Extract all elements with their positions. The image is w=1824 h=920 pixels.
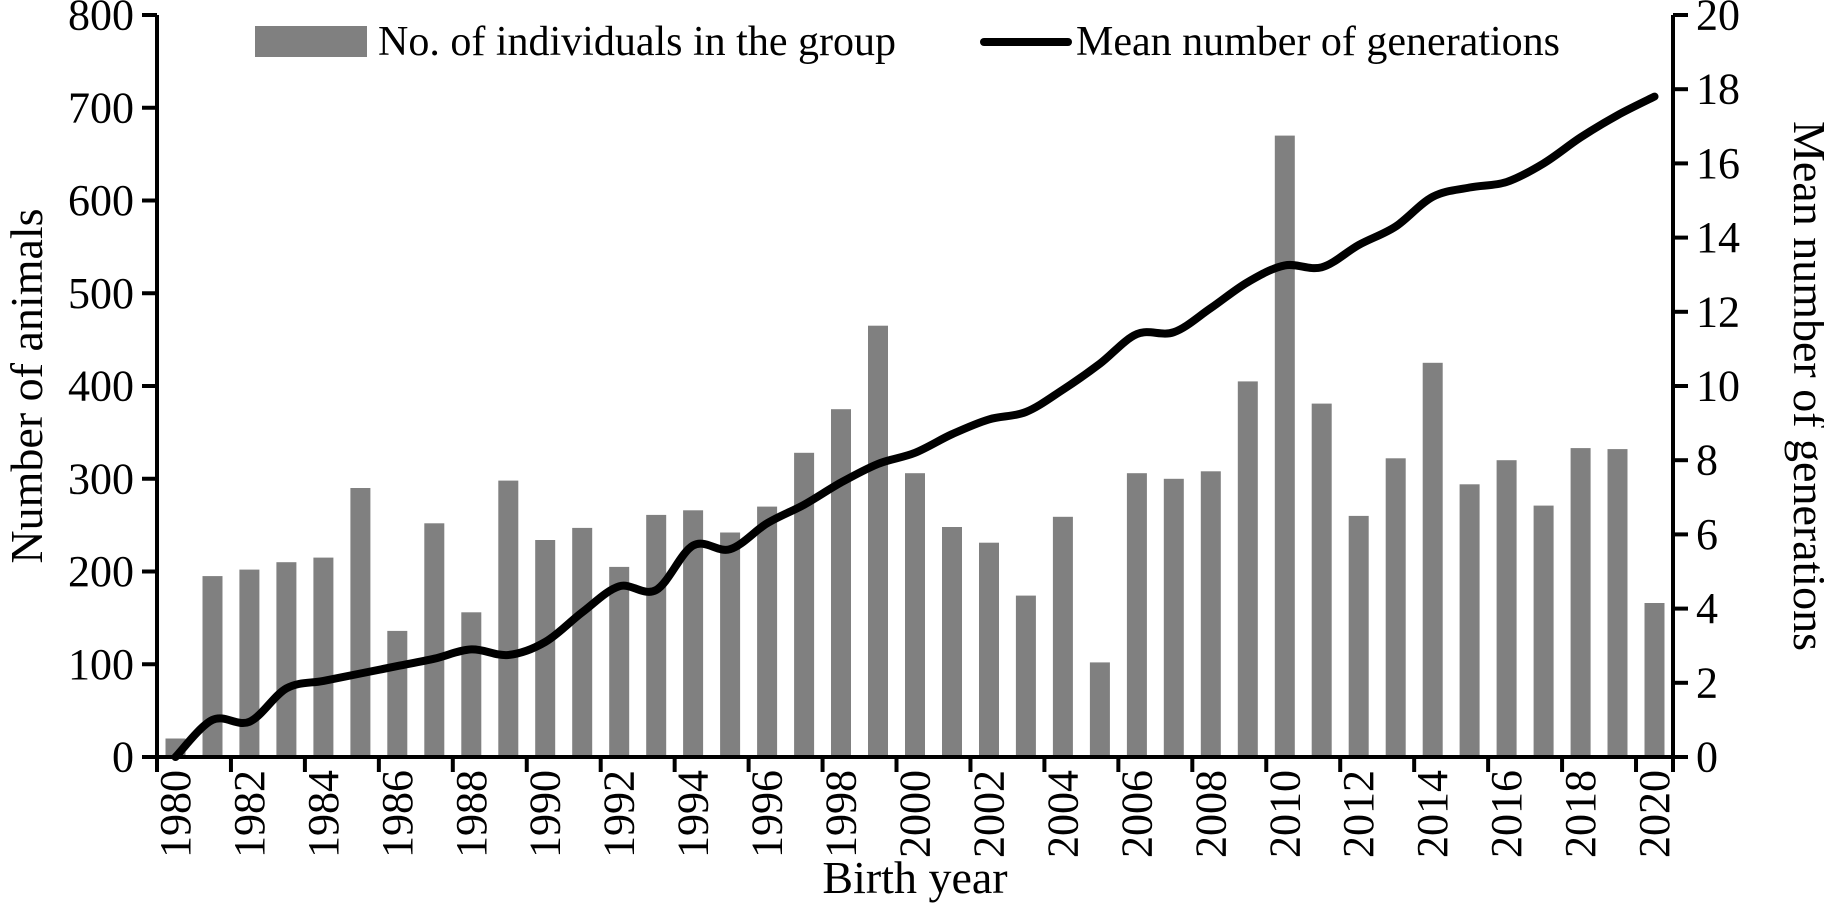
bar-2007: [1163, 478, 1184, 758]
bar-2018: [1570, 448, 1591, 757]
line-series: [171, 92, 1659, 761]
bar-1997: [794, 452, 815, 757]
x-tick-label: 2000: [891, 770, 940, 858]
x-axis: 1980 1982 1984 1986 1988 1990 1992 1994 1996 1998…: [151, 757, 1679, 858]
bar-1985: [350, 488, 371, 757]
bar-1986: [387, 630, 408, 757]
bar-2005: [1089, 662, 1110, 757]
bar-2014: [1422, 362, 1443, 757]
legend-bar-swatch: [255, 26, 367, 57]
left-axis-tick-label: 300: [68, 454, 134, 503]
left-axis-tick-label: 700: [68, 83, 134, 132]
right-axis-tick-label: 2: [1696, 658, 1718, 707]
left-axis: 0 100 200 300 400 500 600 700 800: [68, 0, 157, 782]
bar-1998: [831, 409, 851, 757]
right-axis: 0 2 4 6 8 10 12 14 16 18 20: [1673, 0, 1740, 782]
x-tick-label: 1982: [225, 770, 274, 858]
legend-line-label: Mean number of generations: [1076, 19, 1560, 65]
bar-2011: [1311, 403, 1332, 757]
right-axis-tick-label: 14: [1696, 213, 1740, 262]
bar-2009: [1237, 381, 1258, 757]
left-axis-tick-label: 800: [68, 0, 134, 40]
bar-1994: [683, 510, 704, 757]
left-axis-title: Number of animals: [1, 208, 52, 563]
bar-2001: [942, 527, 962, 757]
bar-1993: [646, 514, 667, 757]
bar-1988: [461, 612, 482, 757]
bar-2015: [1459, 484, 1480, 757]
bar-1990: [535, 540, 556, 757]
x-tick-label: 1994: [669, 770, 718, 858]
left-axis-tick-label: 500: [68, 269, 134, 318]
right-axis-title: Mean number of generations: [1784, 121, 1824, 651]
bar-1996: [757, 506, 778, 757]
left-axis-tick-label: 400: [68, 362, 134, 411]
bar-1995: [720, 532, 741, 757]
bar-2012: [1348, 515, 1369, 757]
x-tick-label: 2020: [1630, 770, 1679, 858]
bar-1991: [572, 527, 593, 757]
bar-2004: [1052, 516, 1073, 757]
x-tick-label: 1996: [743, 770, 792, 858]
bar-1981: [202, 576, 223, 757]
x-tick-label: 2002: [965, 770, 1014, 858]
legend: No. of individuals in the group Mean numb…: [255, 19, 1560, 65]
right-axis-tick-label: 6: [1696, 510, 1718, 559]
right-axis-tick-label: 18: [1696, 65, 1740, 114]
x-tick-label: 1988: [447, 770, 496, 858]
bar-2013: [1385, 458, 1406, 757]
x-axis-title: Birth year: [822, 852, 1007, 903]
right-axis-tick-label: 20: [1696, 0, 1740, 40]
bar-1982: [239, 569, 260, 757]
bar-2019: [1607, 449, 1628, 757]
x-tick-label: 1990: [521, 770, 570, 858]
left-axis-tick-label: 0: [112, 733, 134, 782]
bar-2017: [1533, 505, 1554, 757]
bar-1999: [868, 325, 888, 757]
x-tick-label: 2010: [1260, 770, 1309, 858]
right-axis-tick-label: 16: [1696, 139, 1740, 188]
left-axis-tick-label: 200: [68, 547, 134, 596]
bar-1987: [424, 523, 445, 757]
right-axis-tick-label: 8: [1696, 436, 1718, 485]
bar-2020: [1644, 603, 1665, 757]
right-axis-tick-label: 10: [1696, 362, 1740, 411]
x-tick-label: 2012: [1334, 770, 1383, 858]
x-tick-label: 2014: [1408, 770, 1457, 858]
x-tick-label: 1998: [817, 770, 866, 858]
bar-1983: [276, 562, 297, 757]
bar-2000: [905, 473, 925, 757]
bar-2010: [1274, 135, 1295, 758]
generations-line: [171, 92, 1659, 761]
legend-bar-label: No. of individuals in the group: [378, 19, 896, 65]
bars-series: [165, 135, 1665, 758]
bar-1984: [313, 557, 334, 757]
x-tick-label: 1986: [373, 770, 422, 858]
x-tick-label: 2006: [1112, 770, 1161, 858]
x-tick-label: 1980: [151, 770, 200, 858]
bar-1989: [498, 480, 519, 757]
bar-2002: [979, 542, 999, 757]
right-axis-tick-label: 0: [1696, 733, 1718, 782]
x-tick-label: 2016: [1482, 770, 1531, 858]
right-axis-tick-label: 12: [1696, 287, 1740, 336]
bar-2006: [1126, 473, 1147, 757]
bar-1992: [609, 566, 630, 757]
bar-2003: [1015, 595, 1036, 757]
bar-2008: [1200, 471, 1221, 757]
axis-titles: Number of animals Mean number of generati…: [1, 121, 1824, 903]
bar-2016: [1496, 460, 1517, 757]
x-tick-label: 2004: [1038, 770, 1087, 858]
right-axis-tick-label: 4: [1696, 584, 1718, 633]
x-tick-label: 2008: [1186, 770, 1235, 858]
left-axis-tick-label: 600: [68, 176, 134, 225]
x-tick-label: 1984: [299, 770, 348, 858]
x-tick-label: 1992: [595, 770, 644, 858]
x-tick-label: 2018: [1556, 770, 1605, 858]
left-axis-tick-label: 100: [68, 640, 134, 689]
